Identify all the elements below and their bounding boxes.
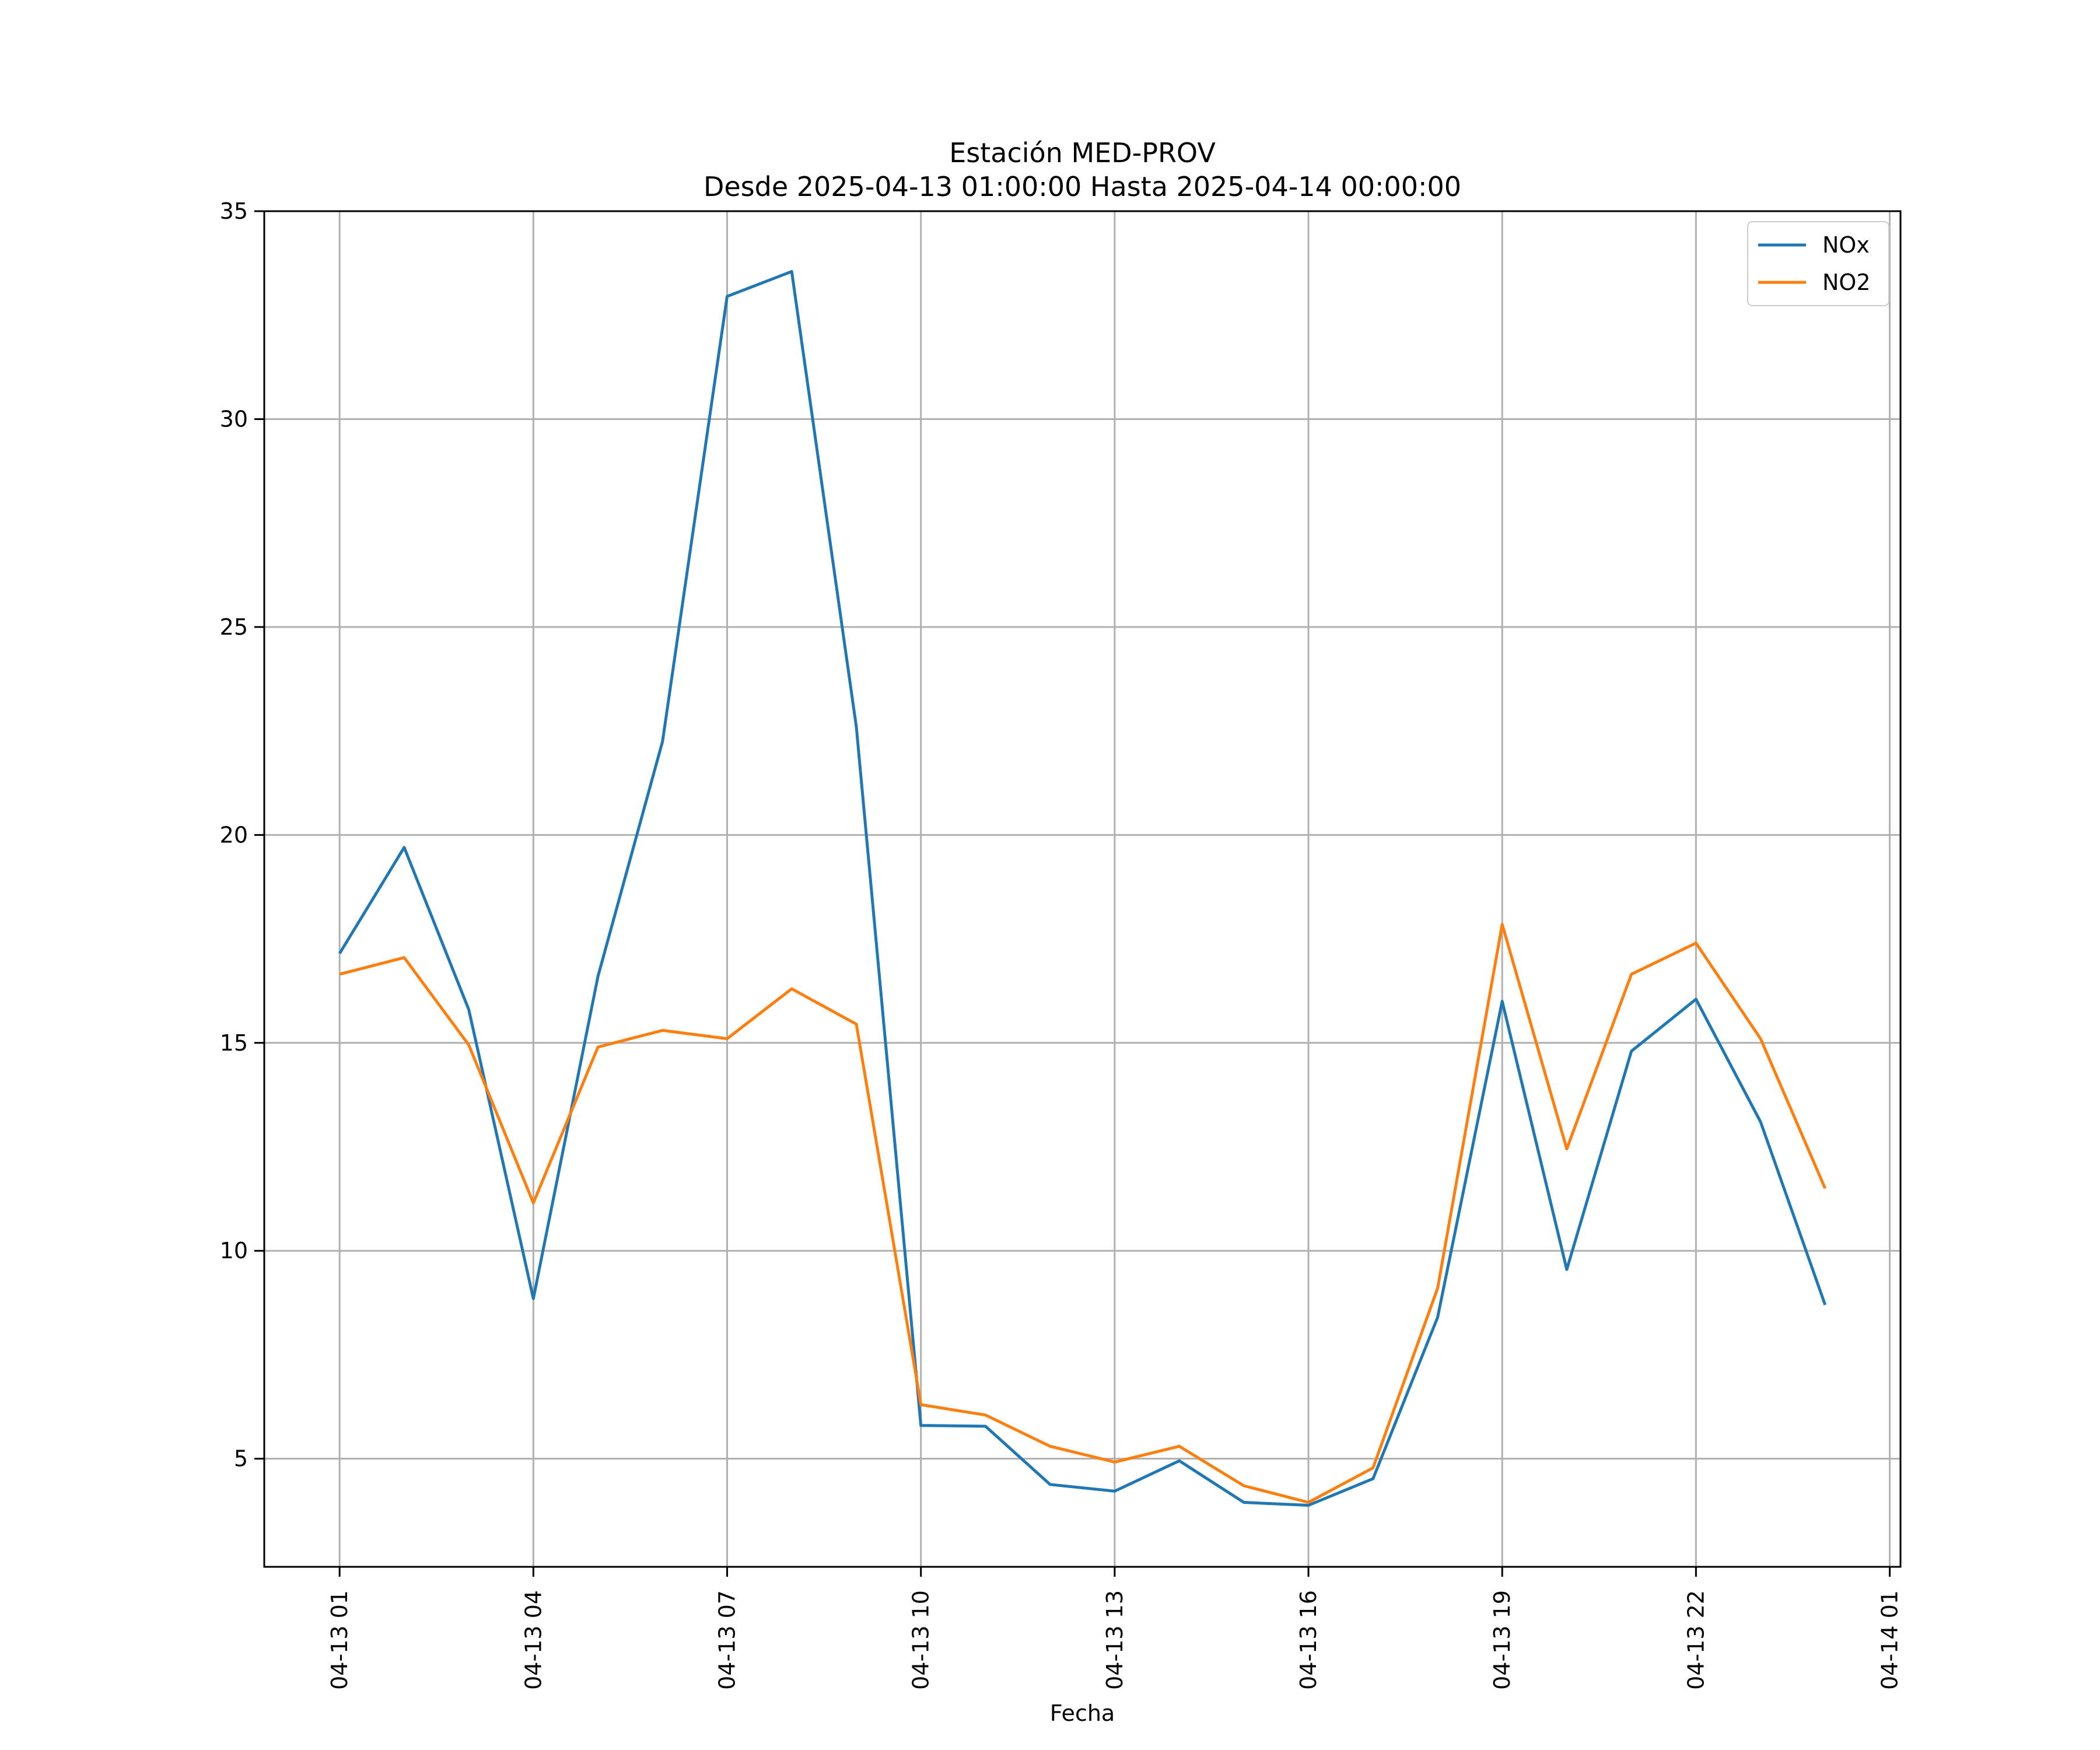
x-tick-label: 04-13 19	[1489, 1590, 1515, 1690]
series-line-no2	[339, 923, 1827, 1504]
x-tick-label: 04-14 01	[1877, 1590, 1903, 1690]
legend-box	[1747, 221, 1889, 306]
chart-subtitle: Desde 2025-04-13 01:00:00 Hasta 2025-04-…	[704, 171, 1461, 202]
chart-title: Estación MED-PROV	[949, 137, 1216, 169]
x-tick-label: 04-13 10	[908, 1590, 934, 1690]
legend-label-nox: NOx	[1822, 232, 1870, 258]
x-axis-label: Fecha	[1050, 1700, 1115, 1726]
series-lines	[338, 270, 1827, 1507]
x-tick-label: 04-13 22	[1683, 1590, 1709, 1690]
x-tick-label: 04-13 07	[715, 1590, 740, 1690]
y-tick-label: 35	[220, 198, 248, 224]
legend: NOx NO2	[1747, 221, 1889, 306]
y-tick-label: 10	[220, 1238, 248, 1264]
x-tick-label: 04-13 13	[1102, 1590, 1128, 1690]
y-tick-label: 30	[220, 406, 248, 432]
y-tick-label: 20	[220, 822, 248, 848]
y-tick-label: 25	[220, 614, 248, 640]
x-tick-label: 04-13 04	[520, 1590, 546, 1690]
plot-frame	[263, 210, 1902, 1568]
x-tick-label: 04-13 16	[1296, 1590, 1321, 1690]
grid-lines	[264, 210, 1901, 1567]
y-tick-label: 5	[234, 1446, 248, 1472]
series-line-nox	[338, 270, 1827, 1507]
y-tick-label: 15	[220, 1030, 248, 1056]
legend-label-no2: NO2	[1822, 270, 1871, 295]
x-tick-label: 04-13 01	[327, 1590, 352, 1690]
axis-ticks: 04-13 01 04-13 04 04-13 07 04-13 10 04-13 13…	[220, 198, 1903, 1690]
